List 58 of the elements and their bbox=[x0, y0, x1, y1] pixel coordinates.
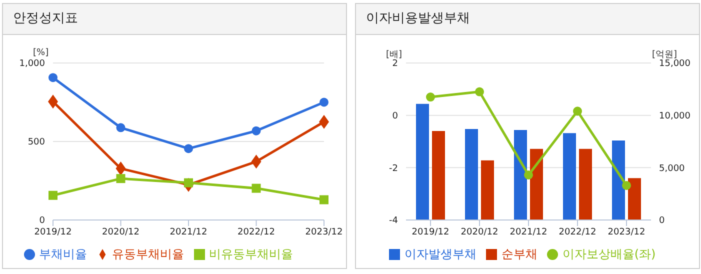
y2-tick-label: 0 bbox=[659, 216, 665, 226]
bar bbox=[481, 160, 494, 220]
legend-label: 순부채 bbox=[501, 247, 538, 261]
bar bbox=[416, 104, 429, 220]
legend-label: 비유동부채비율 bbox=[209, 247, 293, 261]
y-axis-title: [배] bbox=[386, 49, 402, 60]
x-tick-label: 2021/12 bbox=[170, 227, 208, 238]
y2-axis-title: [억원] bbox=[652, 49, 677, 60]
y-tick-label: -4 bbox=[389, 216, 398, 226]
y-tick-label: 0 bbox=[39, 216, 46, 226]
y-axis-title: [%] bbox=[33, 48, 49, 58]
bar bbox=[579, 148, 592, 220]
bar bbox=[514, 130, 527, 220]
point bbox=[184, 144, 193, 154]
chart-title: 안정성지표 bbox=[3, 4, 346, 35]
x-tick-label: 2022/12 bbox=[558, 227, 596, 238]
x-tick-label: 2022/12 bbox=[238, 227, 275, 238]
point bbox=[622, 180, 631, 190]
y2-tick-label: 10,000 bbox=[659, 112, 691, 122]
point bbox=[320, 195, 328, 204]
x-tick-label: 2023/12 bbox=[608, 227, 646, 238]
point bbox=[320, 98, 328, 107]
y-tick-label: 1,000 bbox=[19, 59, 46, 70]
y-tick-label: 0 bbox=[392, 112, 398, 122]
x-tick-label: 2021/12 bbox=[510, 227, 548, 238]
point bbox=[251, 154, 262, 169]
bar bbox=[628, 178, 641, 220]
y-tick-label: 500 bbox=[28, 138, 46, 148]
chart-title: 이자비용발생부채 bbox=[356, 4, 699, 35]
point bbox=[116, 174, 126, 184]
point bbox=[252, 184, 261, 193]
x-tick-label: 2019/12 bbox=[34, 227, 72, 238]
bar bbox=[530, 148, 543, 220]
bar bbox=[432, 131, 445, 220]
point bbox=[573, 106, 582, 116]
point bbox=[48, 73, 58, 82]
x-tick-label: 2020/12 bbox=[102, 227, 140, 238]
y2-tick-label: 5,000 bbox=[659, 164, 686, 174]
x-tick-label: 2023/12 bbox=[305, 227, 343, 238]
point bbox=[116, 162, 126, 176]
bar bbox=[563, 133, 576, 220]
legend-label: 부채비율 bbox=[39, 247, 87, 261]
point bbox=[48, 190, 58, 200]
point bbox=[426, 92, 435, 102]
legend-label: 유동부채비율 bbox=[112, 247, 184, 261]
legend-label: 이자발생부채 bbox=[404, 247, 476, 261]
x-tick-label: 2020/12 bbox=[460, 227, 498, 238]
y-tick-label: -2 bbox=[389, 164, 398, 174]
point bbox=[116, 123, 126, 132]
bar bbox=[465, 128, 478, 220]
point bbox=[475, 87, 484, 96]
y-tick-label: 2 bbox=[392, 59, 398, 70]
point bbox=[252, 126, 261, 136]
legend-label: 이자보상배율(좌) bbox=[562, 247, 656, 261]
point bbox=[524, 170, 533, 180]
y2-tick-label: 15,000 bbox=[659, 59, 691, 70]
bar bbox=[612, 140, 625, 220]
x-tick-label: 2019/12 bbox=[412, 227, 450, 238]
